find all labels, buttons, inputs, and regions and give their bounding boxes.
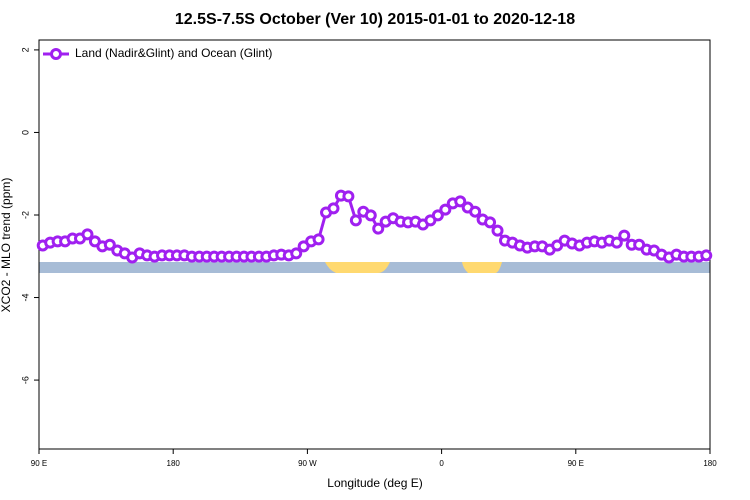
y-axis-label: XCO2 - MLO trend (ppm) [0,178,13,313]
point [700,249,713,262]
point [454,195,467,208]
point [81,228,94,241]
map-strip [39,262,710,273]
legend-label: Land (Nadir&Glint) and Ocean (Glint) [75,46,272,60]
x-tick-label: 0 [439,459,444,468]
x-tick-label: 180 [703,459,717,468]
point [342,190,355,203]
point [491,224,504,237]
legend-marker [50,48,62,60]
y-tick-label: 0 [20,130,30,135]
point [349,214,362,227]
y-tick-label: -4 [20,294,30,302]
legend: Land (Nadir&Glint) and Ocean (Glint) [43,46,272,60]
x-tick-label: 180 [167,459,181,468]
x-tick-label: 90 W [298,459,317,468]
point [327,202,340,215]
chart-title: 12.5S-7.5S October (Ver 10) 2015-01-01 t… [175,11,575,28]
point [469,205,482,218]
point [610,236,623,249]
y-tick-label: 2 [20,47,30,52]
point [618,229,631,242]
point [290,247,303,260]
x-axis-label: Longitude (deg E) [327,476,422,490]
x-tick-label: 90 E [568,459,584,468]
point [312,233,325,246]
point [372,222,385,235]
x-tick-label: 90 E [31,459,47,468]
y-tick-label: -6 [20,376,30,384]
point [431,209,444,222]
point [103,238,116,251]
point [484,216,497,229]
y-tick-label: -2 [20,211,30,219]
point [364,209,377,222]
point [439,203,452,216]
